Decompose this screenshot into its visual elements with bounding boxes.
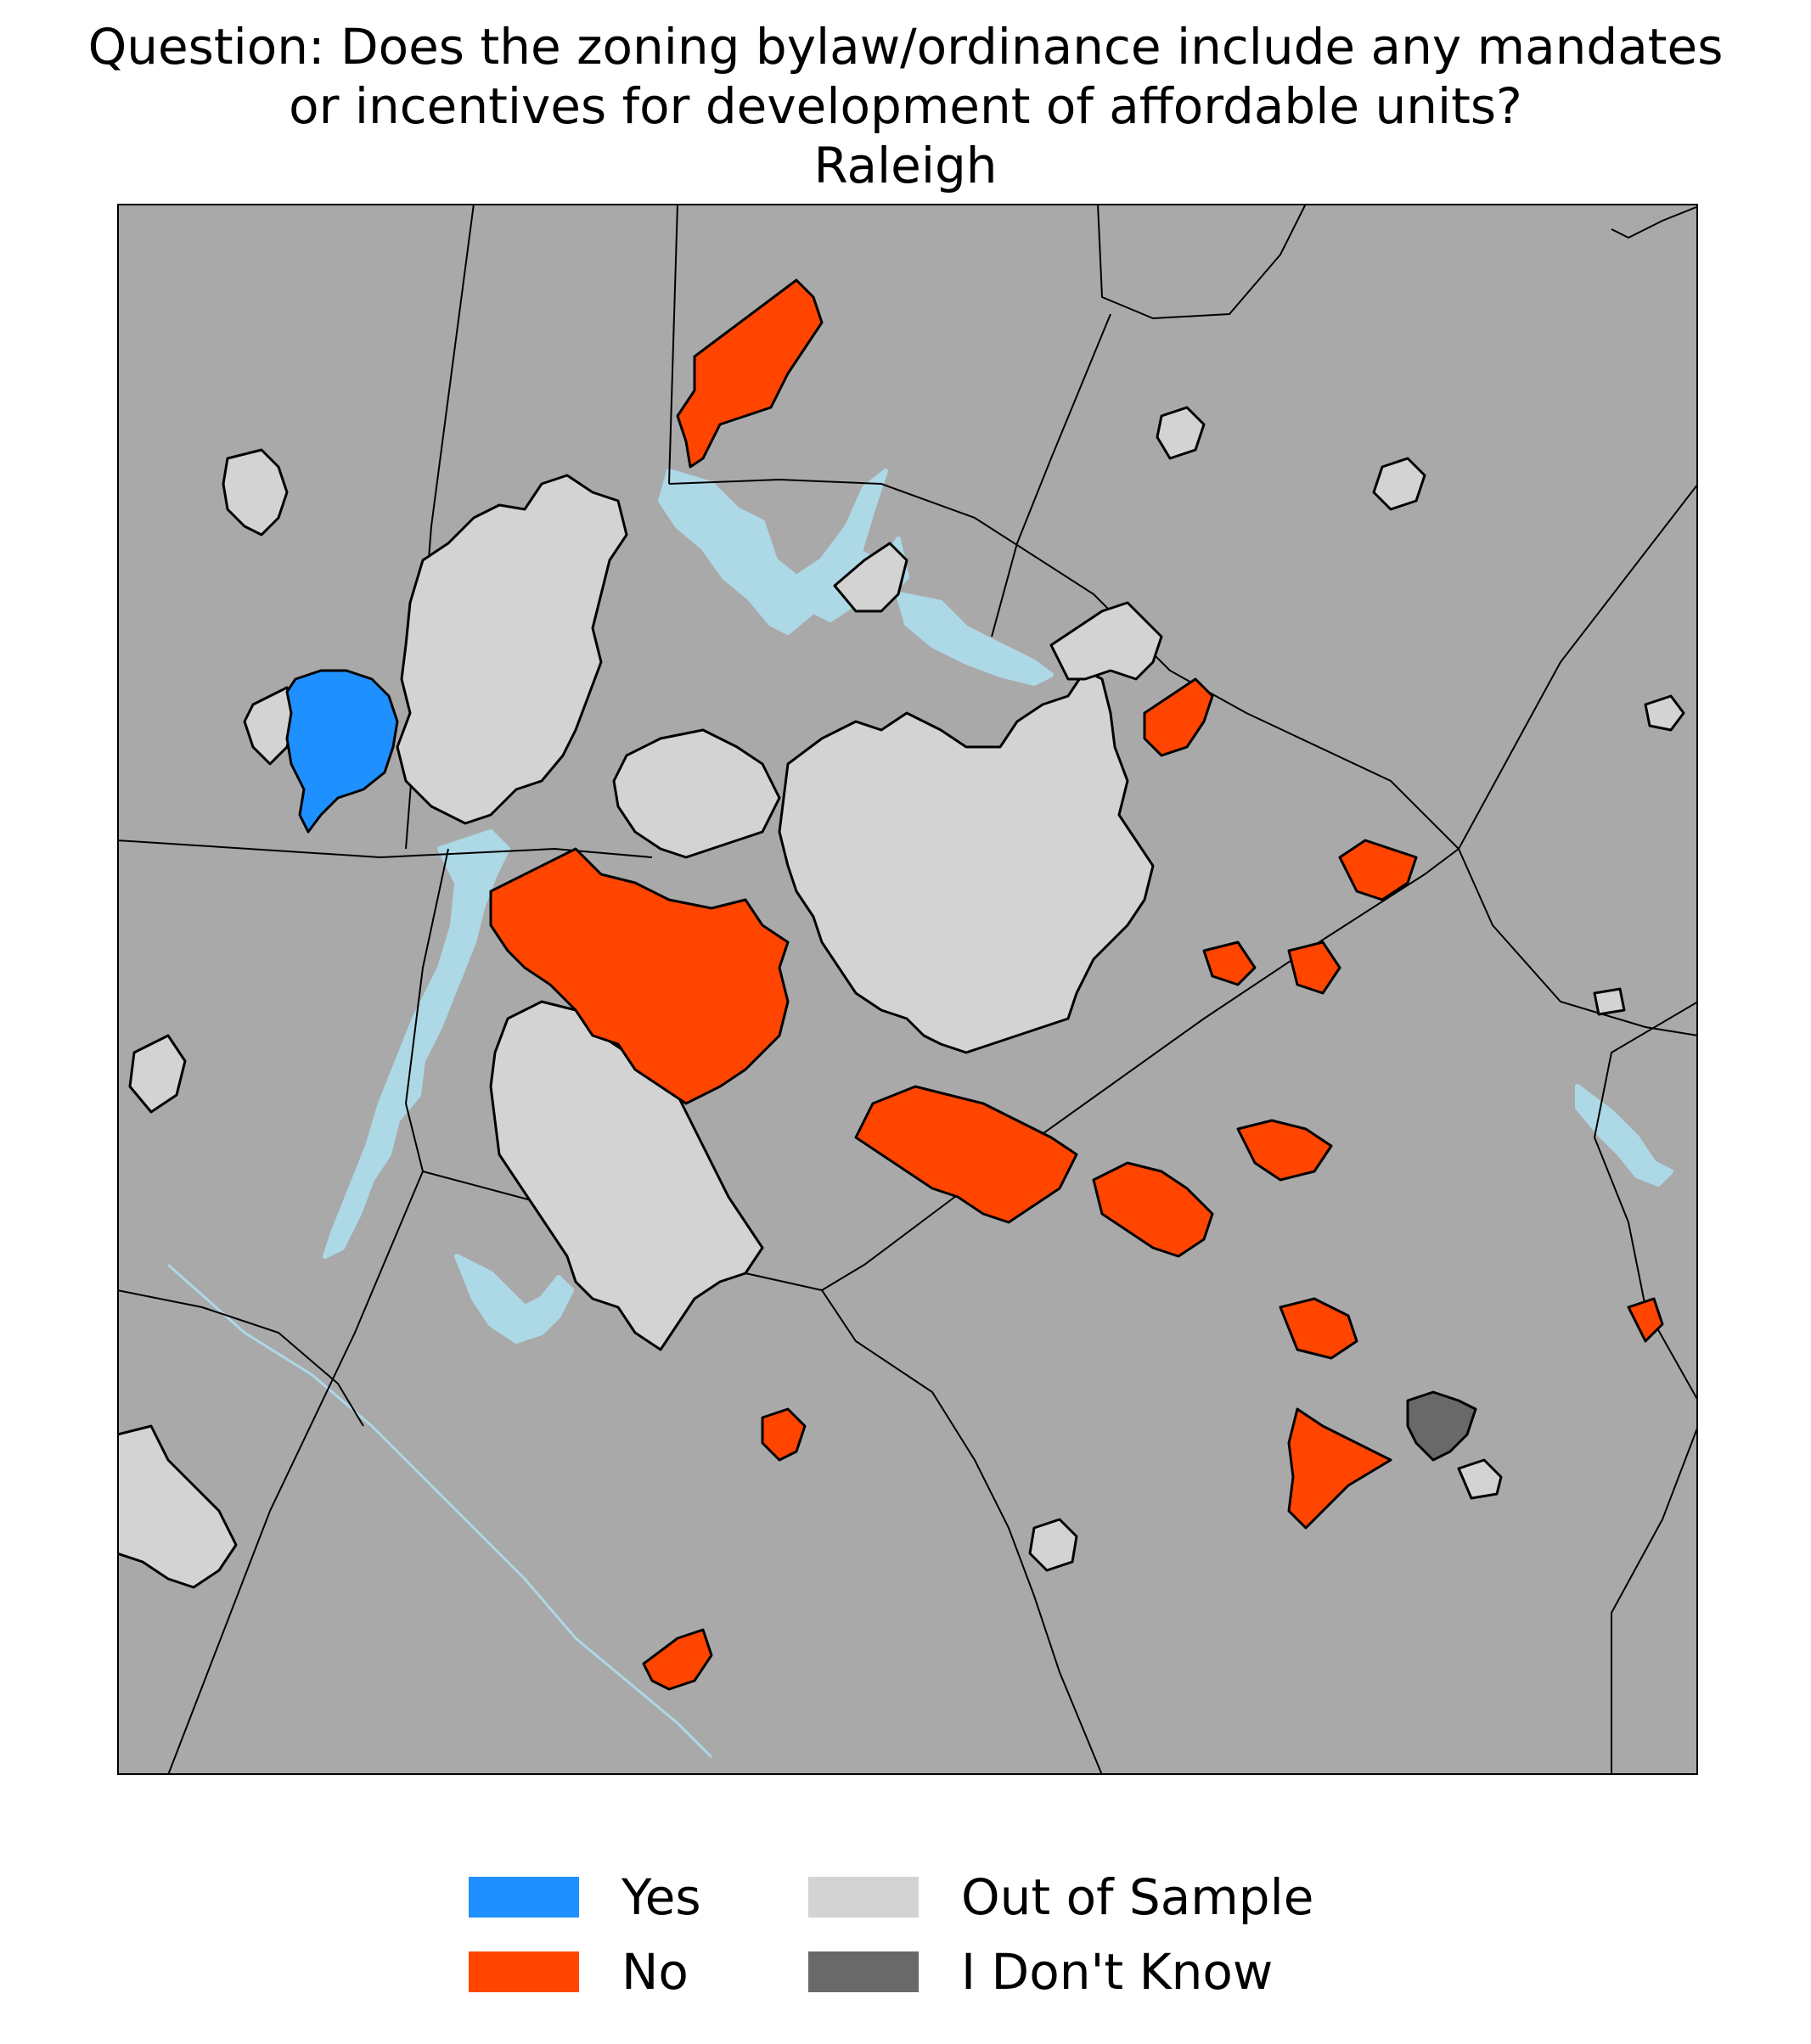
region-unknown-east (1406, 1390, 1477, 1462)
title-line-3: Raleigh (813, 137, 998, 194)
legend-swatch-yes (469, 1877, 579, 1918)
legend-label-i-dont-know: I Don't Know (961, 1943, 1274, 2001)
lake-east (1575, 1084, 1673, 1187)
river-main (167, 1263, 713, 1759)
region-knightdale (1143, 677, 1214, 757)
yes-areas (285, 669, 399, 834)
legend-item-yes: Yes (469, 1863, 701, 1931)
lake-northeast-arm (896, 592, 1054, 686)
legend-item-i-dont-know: I Don't Know (808, 1938, 1273, 2006)
region-garner (854, 1085, 1078, 1224)
region-zebulon-east (1287, 941, 1341, 995)
region-south-town-1 (1028, 1518, 1078, 1572)
region-west-town (128, 1034, 187, 1114)
region-zebulon-west (1202, 941, 1257, 986)
legend-item-no: No (469, 1938, 689, 2006)
region-clayton-east (1236, 1119, 1333, 1182)
water-bodies (167, 469, 1673, 1759)
map-legend: Yes No Out of Sample I Don't Know (469, 1863, 1403, 2008)
legend-label-no: No (621, 1943, 689, 2001)
region-east-cluster (1049, 601, 1163, 681)
legend-swatch-i-dont-know (808, 1951, 919, 1992)
legend-item-out-of-sample: Out of Sample (808, 1863, 1313, 1931)
i-dont-know-areas (1406, 1390, 1477, 1462)
region-clayton (1092, 1161, 1214, 1258)
map-frame (117, 204, 1698, 1775)
region-wendell (1338, 839, 1418, 901)
region-raleigh (778, 669, 1155, 1054)
no-areas (489, 278, 1664, 1691)
legend-swatch-out-of-sample (808, 1877, 919, 1918)
region-angier-south (642, 1628, 713, 1691)
region-northwest-small (222, 448, 289, 536)
title-line-2: or incentives for development of afforda… (289, 77, 1522, 135)
legend-swatch-no (469, 1951, 579, 1992)
region-east-town-small (1593, 987, 1626, 1016)
legend-label-yes: Yes (621, 1868, 701, 1926)
region-east-small (1627, 1297, 1664, 1343)
lake-southwest (323, 829, 510, 1259)
legend-label-out-of-sample: Out of Sample (961, 1868, 1314, 1926)
out-of-sample-areas (117, 406, 1685, 1589)
region-southeast-town (1457, 1458, 1503, 1500)
county-boundaries (117, 204, 1698, 1775)
map-title: Question: Does the zoning bylaw/ordinanc… (0, 17, 1811, 195)
region-northeast-town-2 (1156, 406, 1206, 460)
raleigh-zoning-map (117, 204, 1698, 1775)
region-durham (396, 474, 628, 825)
region-selma (1287, 1407, 1392, 1530)
region-northeast-town-1 (1372, 457, 1426, 511)
region-smithfield (1279, 1297, 1358, 1360)
lake-south (454, 1254, 574, 1344)
region-morrisville (612, 728, 781, 859)
region-far-east-town (1644, 694, 1685, 732)
title-line-1: Question: Does the zoning bylaw/ordinanc… (87, 18, 1724, 76)
region-yes-hillsborough (285, 669, 399, 834)
region-cary-apex (489, 847, 790, 1105)
region-north-no (676, 278, 824, 469)
region-fuquay (761, 1407, 807, 1462)
region-southwest-town (117, 1424, 238, 1589)
region-north-town (833, 542, 908, 613)
